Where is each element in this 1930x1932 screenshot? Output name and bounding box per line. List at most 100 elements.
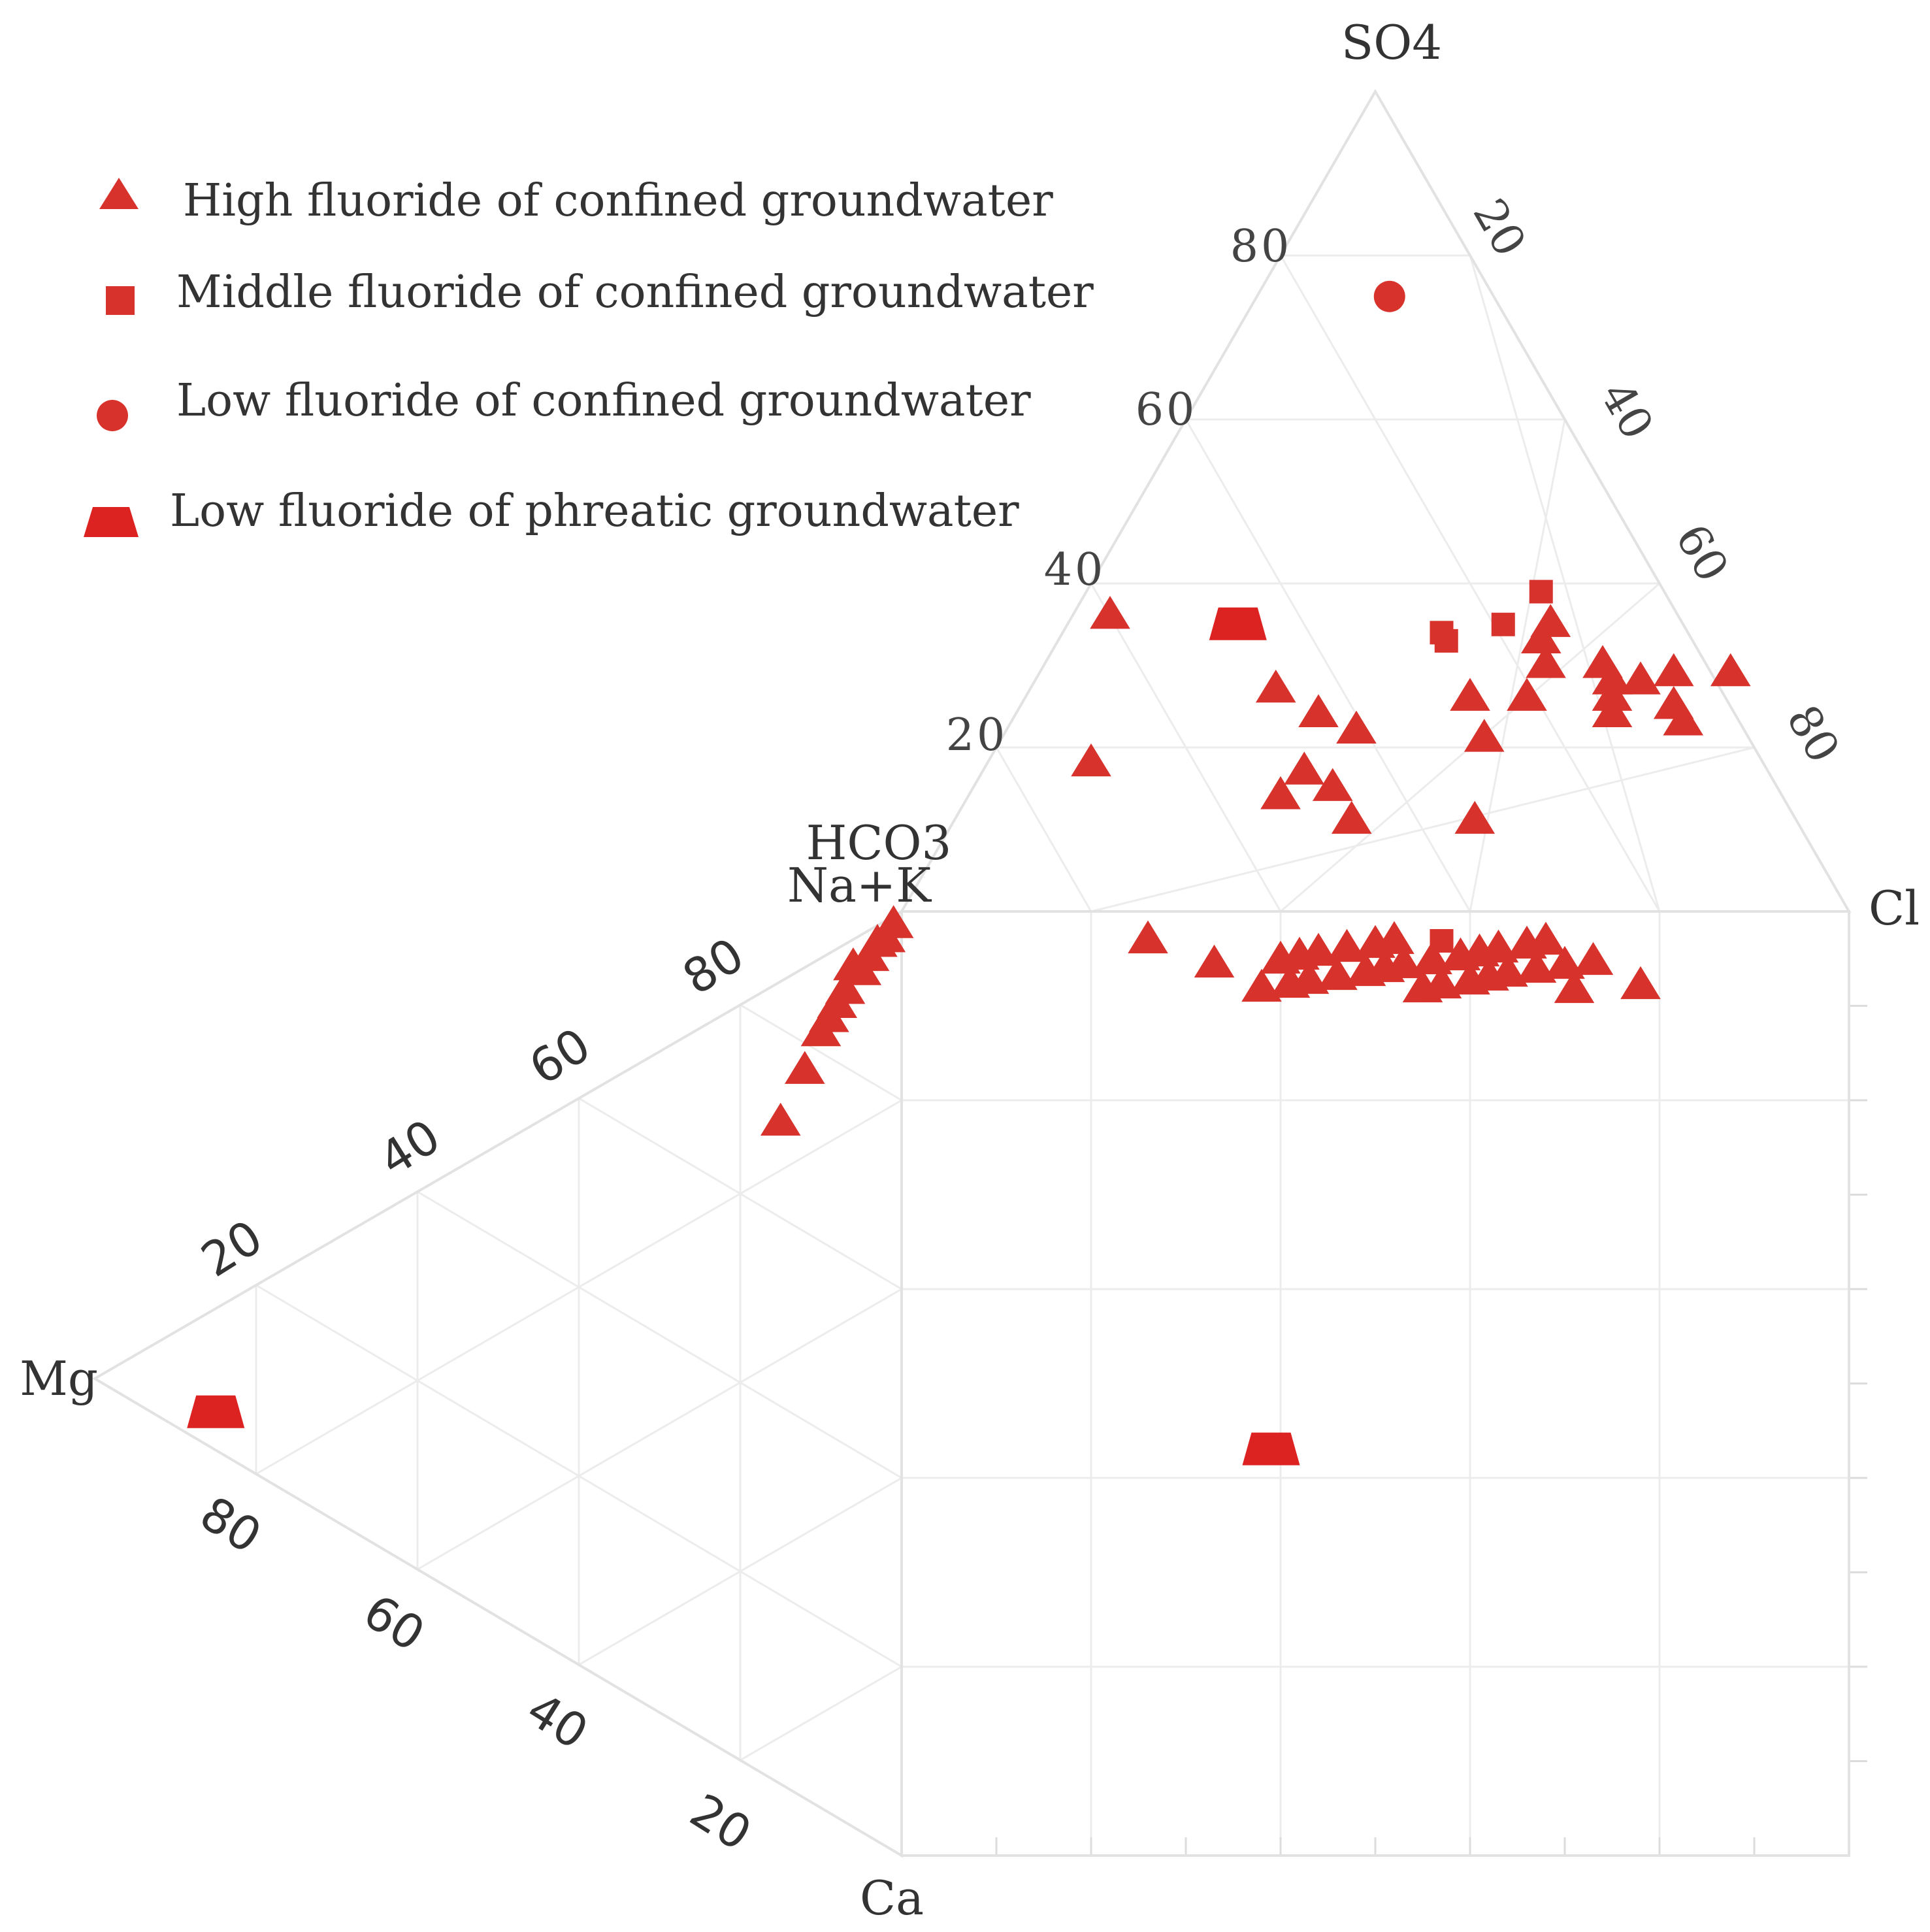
anion-right-tick-label: 80 <box>1776 697 1850 772</box>
diamond-top-data-point <box>1620 966 1661 1000</box>
anion-left-tick-label: 60 <box>1136 384 1198 436</box>
anion-data-point <box>1530 604 1571 637</box>
legend-label-middle-fluoride-confined: Middle fluoride of confined groundwater <box>176 267 1094 318</box>
cation-grid-line <box>740 1665 902 1761</box>
anion-grid-line <box>995 747 1092 912</box>
diamond-top-data-point <box>1516 949 1557 983</box>
diamond-top-data-point <box>1383 945 1424 979</box>
diamond-data-point <box>1242 1432 1300 1465</box>
legend-label-low-fluoride-confined: Low fluoride of confined groundwater <box>176 375 1031 427</box>
anion-data-point <box>1653 653 1694 687</box>
legend-label-low-fluoride-phreatic: Low fluoride of phreatic groundwater <box>170 485 1019 537</box>
anion-data-point <box>1464 719 1505 752</box>
anion-data-point <box>1663 702 1704 736</box>
legend-item-low-fluoride-confined: Low fluoride of confined groundwater <box>97 375 1031 431</box>
anion-data-point <box>1620 661 1661 695</box>
anion-data-point <box>1331 800 1372 834</box>
cation-grid-line <box>255 1099 902 1475</box>
legend-marker-trapezoid <box>84 507 139 537</box>
anion-right-tick-label: 20 <box>1463 191 1536 265</box>
legend-marker-circle <box>97 400 128 431</box>
diamond-top-data-point <box>1128 920 1168 954</box>
diamond-top-data-point <box>1430 929 1454 953</box>
anion-data-point <box>1284 751 1325 785</box>
anion-left-tick-label: 20 <box>946 710 1008 761</box>
anion-data-point <box>1209 607 1267 640</box>
diamond-top-data-point <box>1545 945 1585 979</box>
legend-label-high-fluoride-confined: High fluoride of confined groundwater <box>183 175 1053 227</box>
cation-upper-tick-label: 40 <box>370 1109 450 1187</box>
ca-vertex-label: Ca <box>860 1871 924 1925</box>
na-k-vertex-label: Na+K <box>787 858 932 913</box>
data-marks <box>187 280 1751 1465</box>
diamond-top-data-point <box>1298 932 1339 966</box>
cation-grid-line <box>417 1190 902 1479</box>
diamond-top-data-point <box>1421 965 1462 999</box>
grid <box>255 254 1867 1856</box>
anion-data-point <box>1529 580 1553 604</box>
cation-data-point <box>785 1051 825 1084</box>
anion-data-point <box>1071 743 1111 777</box>
diagram-frame <box>92 89 1852 1858</box>
diamond-top-data-point <box>1554 970 1595 1004</box>
legend-marker-triangle <box>99 178 139 209</box>
anion-grid-line <box>1090 583 1282 912</box>
anion-data-point <box>1336 710 1377 744</box>
anion-data-point <box>1450 678 1490 711</box>
diamond-top-data-point <box>1317 957 1358 991</box>
anion-data-point <box>1255 669 1296 703</box>
cation-upper-tick-label: 60 <box>520 1017 600 1096</box>
cation-grid-line <box>740 1004 902 1102</box>
cation-lower-tick-label: 40 <box>517 1682 597 1760</box>
anion-data-point <box>1592 694 1633 727</box>
legend-item-middle-fluoride-confined: Middle fluoride of confined groundwater <box>106 267 1094 318</box>
cation-data-point <box>800 1013 842 1047</box>
anion-left-tick-label: 80 <box>1230 221 1292 272</box>
anion-data-point <box>1507 678 1547 711</box>
diamond-top-data-point <box>1573 941 1614 975</box>
cation-lower-tick-label: 60 <box>354 1584 434 1662</box>
diamond-top-data-point <box>1241 968 1282 1002</box>
legend-item-high-fluoride-confined: High fluoride of confined groundwater <box>99 175 1053 227</box>
cation-grid-line <box>417 1288 902 1571</box>
anion-data-point <box>1260 776 1301 810</box>
anion-data-point <box>1373 280 1405 312</box>
anion-data-point <box>1710 653 1751 687</box>
diamond-top-data-point <box>1288 960 1330 994</box>
cation-upper-tick-label: 20 <box>192 1209 272 1288</box>
legend-item-low-fluoride-phreatic: Low fluoride of phreatic groundwater <box>84 485 1019 537</box>
anion-right-tick-label: 60 <box>1665 516 1739 591</box>
so4-apex-label: SO4 <box>1341 15 1442 70</box>
anion-data-point <box>1434 629 1458 653</box>
anion-data-point <box>1454 800 1496 834</box>
cation-data-point <box>833 947 874 981</box>
anion-grid-line <box>1185 419 1471 912</box>
anion-data-point <box>1090 595 1130 629</box>
diamond-top-data-point <box>1526 921 1566 955</box>
square-frame <box>900 910 1850 1857</box>
legend-marker-square <box>106 286 135 315</box>
cation-lower-tick-label: 20 <box>681 1783 761 1861</box>
anion-data-point <box>1298 694 1339 727</box>
anion-left-tick-label: 40 <box>1044 544 1106 596</box>
diamond-top-data-point <box>1374 921 1415 955</box>
cation-upper-tick-label: 80 <box>674 927 753 1006</box>
cation-lower-tick-label: 80 <box>191 1486 270 1564</box>
diamond-top-data-point <box>1412 941 1452 975</box>
diamond-top-data-point <box>1194 944 1235 978</box>
diamond-top-data-point <box>1488 953 1528 987</box>
anion-grid-line <box>1469 255 1661 912</box>
anion-data-point <box>1526 645 1566 678</box>
anion-data-point <box>1312 768 1353 801</box>
cation-data-point <box>760 1102 801 1136</box>
anion-data-point <box>1491 612 1515 636</box>
legend: High fluoride of confined groundwater Mi… <box>84 175 1094 537</box>
hco3-vertex-label: HCO3 <box>806 815 952 870</box>
cl-vertex-label: Cl <box>1869 881 1920 936</box>
diamond-top-data-point <box>1326 928 1367 962</box>
anion-grid-line <box>1279 255 1661 912</box>
cation-grid-line <box>255 1284 902 1668</box>
cation-triangle-frame <box>92 909 903 1858</box>
mg-vertex-label: Mg <box>20 1351 98 1406</box>
